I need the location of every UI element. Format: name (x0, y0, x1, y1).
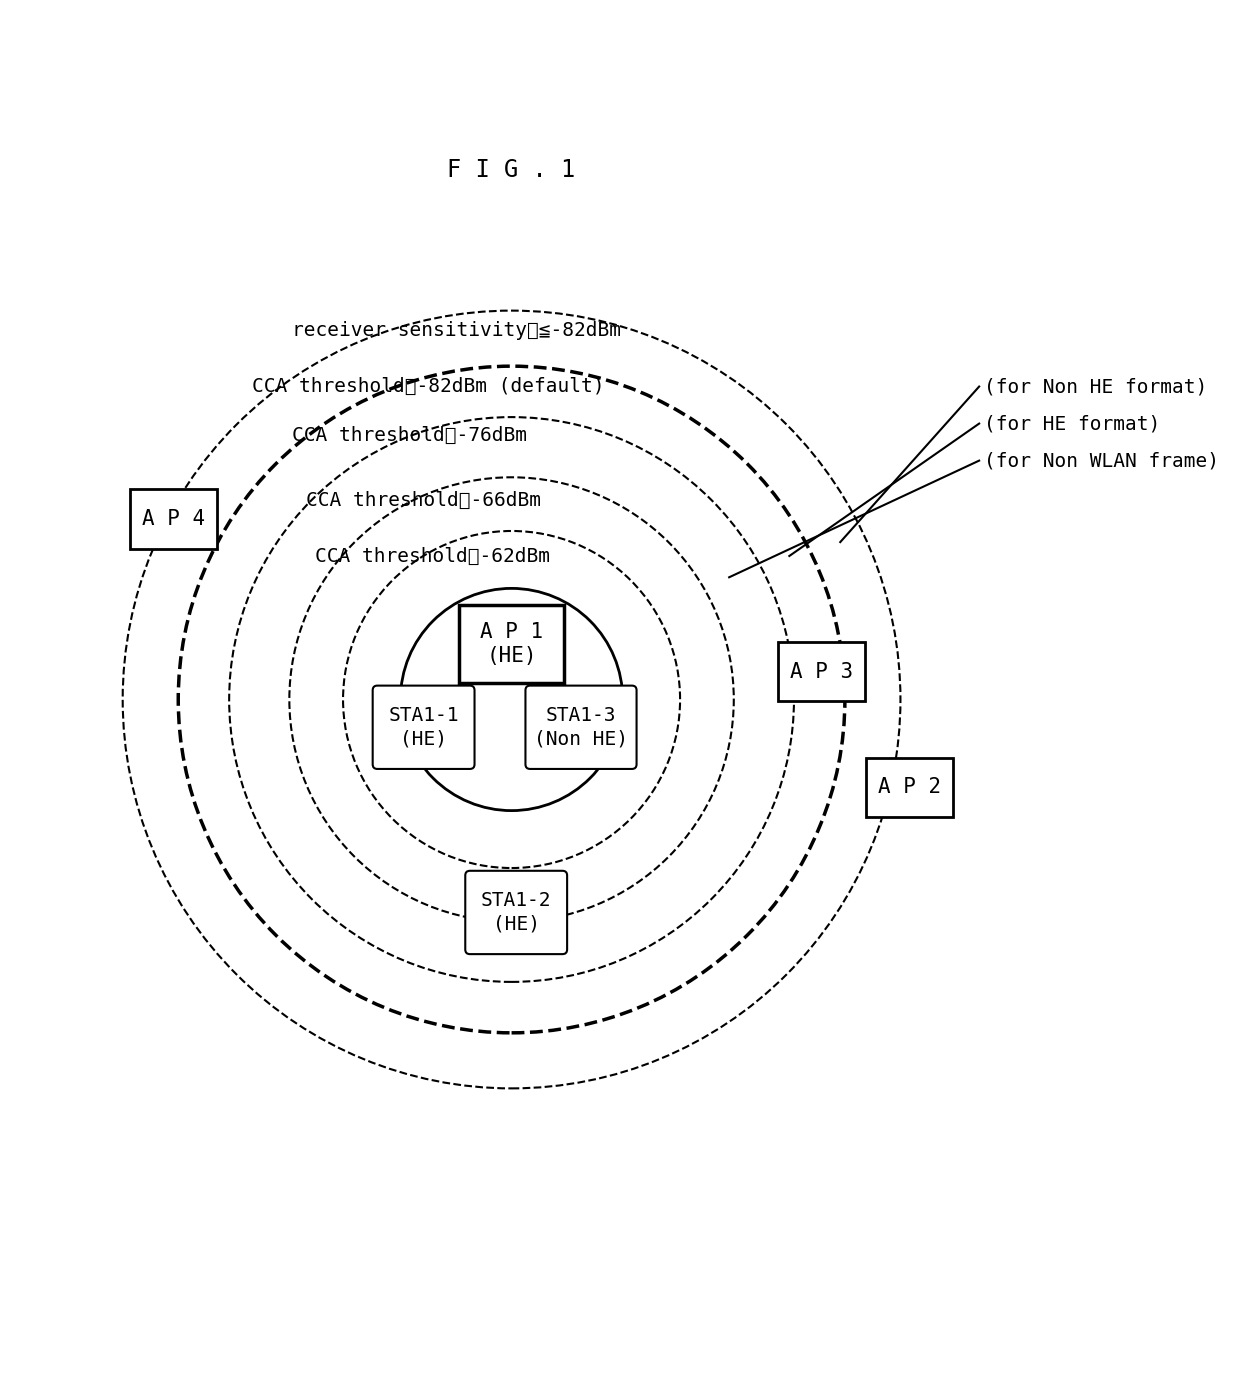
FancyBboxPatch shape (779, 642, 866, 701)
Text: (for Non HE format): (for Non HE format) (983, 378, 1207, 396)
Text: (for Non WLAN frame): (for Non WLAN frame) (983, 450, 1219, 470)
Text: receiver sensitivity：≦-82dBm: receiver sensitivity：≦-82dBm (291, 322, 620, 340)
Text: CCA threshold：-76dBm: CCA threshold：-76dBm (293, 427, 527, 445)
Text: STA1-3
(Non HE): STA1-3 (Non HE) (534, 706, 627, 748)
Text: STA1-2
(HE): STA1-2 (HE) (481, 891, 552, 933)
Text: CCA threshold：-66dBm: CCA threshold：-66dBm (306, 491, 541, 509)
FancyBboxPatch shape (130, 490, 217, 548)
Text: CCA threshold：-82dBm (default): CCA threshold：-82dBm (default) (252, 378, 604, 396)
Text: A P 3: A P 3 (790, 662, 853, 681)
Text: F I G . 1: F I G . 1 (448, 158, 575, 182)
FancyBboxPatch shape (867, 758, 954, 817)
Text: CCA threshold：-62dBm: CCA threshold：-62dBm (315, 547, 551, 565)
Text: STA1-1
(HE): STA1-1 (HE) (388, 706, 459, 748)
FancyBboxPatch shape (373, 686, 475, 769)
Text: A P 4: A P 4 (143, 509, 205, 529)
Text: A P 1
(HE): A P 1 (HE) (480, 621, 543, 666)
Text: (for HE format): (for HE format) (983, 414, 1161, 434)
FancyBboxPatch shape (459, 604, 564, 683)
Text: A P 2: A P 2 (878, 778, 941, 797)
FancyBboxPatch shape (526, 686, 636, 769)
FancyBboxPatch shape (465, 870, 567, 954)
